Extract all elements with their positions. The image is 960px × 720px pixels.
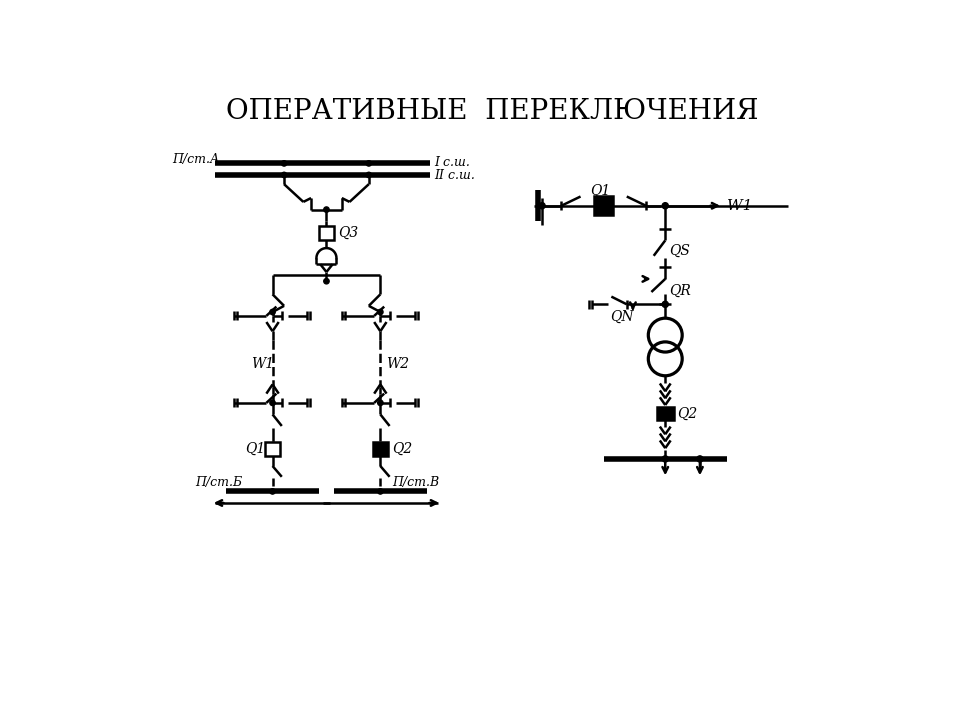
Circle shape [366,161,372,166]
Circle shape [324,279,329,284]
Circle shape [270,400,276,405]
Circle shape [662,301,668,307]
Text: Q2: Q2 [677,407,697,420]
Text: Q1: Q1 [590,184,611,197]
Text: W1: W1 [727,199,753,212]
Bar [594,196,613,215]
Text: II с.ш.: II с.ш. [434,169,475,182]
Text: I с.ш.: I с.ш. [434,156,470,169]
Circle shape [662,456,668,462]
Circle shape [366,172,372,178]
Text: QR: QR [669,284,691,297]
Circle shape [377,310,383,315]
Circle shape [377,489,383,494]
Bar [319,226,334,240]
Bar [657,407,674,420]
Circle shape [281,161,287,166]
Circle shape [270,310,276,315]
Bar [372,442,388,456]
Text: Q1: Q1 [246,442,266,456]
Circle shape [697,456,703,462]
Circle shape [539,202,545,209]
Circle shape [377,400,383,405]
Text: QN: QN [610,310,634,323]
Text: Q2: Q2 [392,442,412,456]
Circle shape [270,489,276,494]
Bar [265,442,280,456]
Text: Q3: Q3 [338,225,358,240]
Text: П/ст.Б: П/ст.Б [196,476,243,489]
Text: П/ст.В: П/ст.В [392,476,439,489]
Circle shape [281,172,287,178]
Text: QS: QS [669,243,690,258]
Text: П/ст.А: П/ст.А [173,153,220,166]
Circle shape [324,207,329,212]
Text: W1: W1 [251,357,275,372]
Text: ОПЕРАТИВНЫЕ  ПЕРЕКЛЮЧЕНИЯ: ОПЕРАТИВНЫЕ ПЕРЕКЛЮЧЕНИЯ [226,97,758,125]
Text: W2: W2 [387,357,410,372]
Circle shape [662,202,668,209]
